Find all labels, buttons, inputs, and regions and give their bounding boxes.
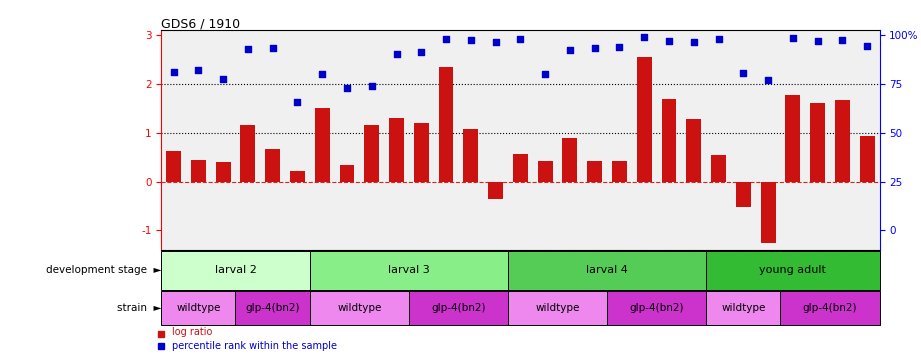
Bar — [810, 102, 825, 182]
Point — [365, 84, 379, 89]
Bar — [389, 118, 404, 182]
Bar — [736, 182, 751, 207]
Bar — [563, 138, 577, 182]
Text: log ratio: log ratio — [172, 327, 213, 337]
Bar — [166, 151, 181, 182]
Point — [661, 38, 676, 44]
Text: GDS6 / 1910: GDS6 / 1910 — [161, 17, 240, 30]
Text: wildtype: wildtype — [337, 303, 381, 313]
Bar — [607, 291, 706, 325]
Bar — [340, 165, 355, 182]
Text: glp-4(bn2): glp-4(bn2) — [431, 303, 485, 313]
Point — [315, 71, 330, 77]
Text: strain  ►: strain ► — [117, 303, 161, 313]
Point — [265, 46, 280, 51]
Point — [438, 36, 453, 42]
Text: larval 3: larval 3 — [388, 265, 430, 275]
Point — [588, 46, 602, 51]
Point — [513, 36, 528, 42]
Point — [390, 51, 404, 57]
Bar — [835, 100, 850, 182]
Point — [414, 50, 428, 55]
Point — [686, 39, 701, 44]
Point — [736, 70, 751, 76]
Text: glp-4(bn2): glp-4(bn2) — [629, 303, 684, 313]
Text: wildtype: wildtype — [535, 303, 579, 313]
Bar — [409, 291, 508, 325]
Point — [290, 99, 305, 105]
Text: larval 4: larval 4 — [586, 265, 628, 275]
Bar — [686, 119, 701, 182]
Point — [240, 46, 255, 52]
Bar — [463, 129, 478, 182]
Text: development stage  ►: development stage ► — [46, 265, 161, 275]
Text: young adult: young adult — [760, 265, 826, 275]
Bar — [508, 291, 607, 325]
Bar — [761, 182, 775, 243]
Point — [488, 39, 503, 44]
Bar — [780, 291, 880, 325]
Bar — [161, 291, 236, 325]
Point — [612, 45, 627, 50]
Bar — [309, 291, 409, 325]
Point — [761, 77, 775, 83]
Point — [463, 37, 478, 43]
Text: glp-4(bn2): glp-4(bn2) — [803, 303, 857, 313]
Bar — [786, 95, 800, 182]
Bar — [161, 251, 309, 290]
Bar — [859, 136, 875, 182]
Point — [538, 71, 553, 77]
Bar — [414, 123, 428, 182]
Point — [563, 47, 577, 53]
Point — [166, 69, 181, 75]
Bar — [488, 182, 503, 199]
Bar — [588, 161, 602, 182]
Point — [711, 36, 726, 42]
Point — [191, 67, 205, 73]
Text: wildtype: wildtype — [176, 303, 220, 313]
Bar — [612, 161, 627, 182]
Text: larval 2: larval 2 — [215, 265, 256, 275]
Bar — [191, 160, 205, 182]
Bar — [508, 251, 706, 290]
Point — [860, 43, 875, 49]
Bar — [538, 161, 553, 182]
Bar — [706, 251, 880, 290]
Bar — [290, 171, 305, 182]
Bar — [309, 251, 508, 290]
Bar — [636, 57, 652, 182]
Text: percentile rank within the sample: percentile rank within the sample — [172, 341, 337, 351]
Point — [216, 76, 230, 82]
Text: wildtype: wildtype — [721, 303, 765, 313]
Point — [786, 35, 800, 41]
Point — [810, 38, 825, 44]
Bar — [365, 126, 379, 182]
Point — [636, 34, 651, 40]
Bar — [711, 155, 726, 182]
Bar — [216, 162, 230, 182]
Bar — [513, 154, 528, 182]
Bar — [265, 149, 280, 182]
Point — [835, 37, 850, 43]
Bar — [240, 126, 255, 182]
Bar — [706, 291, 780, 325]
Text: glp-4(bn2): glp-4(bn2) — [245, 303, 300, 313]
Point — [340, 85, 355, 91]
Bar — [438, 67, 453, 182]
Bar — [236, 291, 309, 325]
Bar — [315, 109, 330, 182]
Bar — [661, 99, 676, 182]
